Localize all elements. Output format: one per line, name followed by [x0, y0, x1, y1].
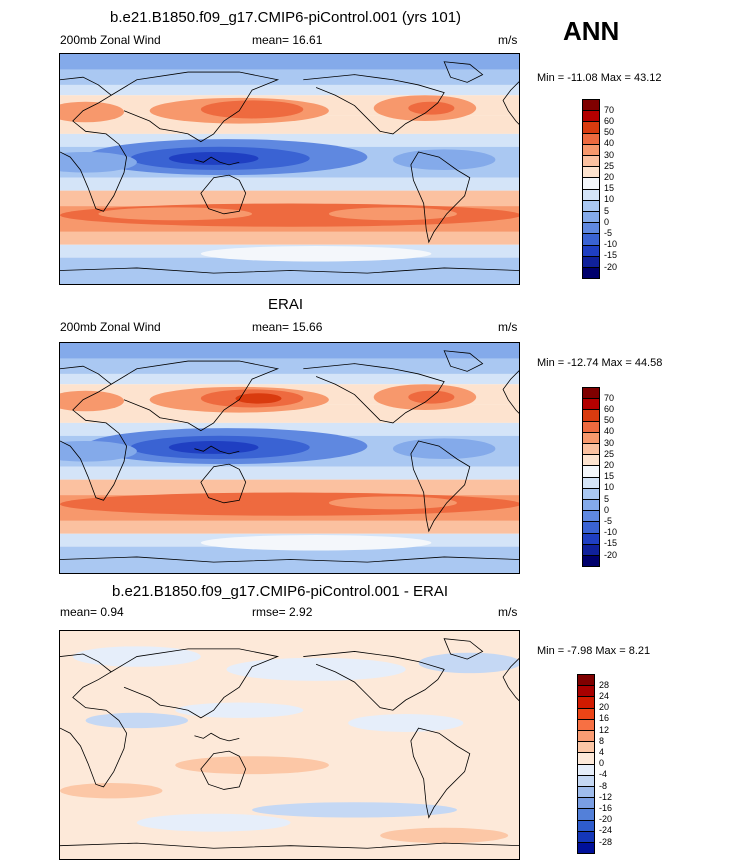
colorbar-label: 0: [604, 504, 610, 515]
panel-3-map: [59, 630, 520, 860]
colorbar-label: -24: [599, 825, 613, 836]
panel-2-left-label: 200mb Zonal Wind: [60, 320, 161, 334]
colorbar-label: -20: [599, 814, 613, 825]
colorbar-label: -15: [604, 538, 618, 549]
colorbar-label: -28: [599, 836, 613, 847]
colorbar-label: 8: [599, 735, 605, 746]
colorbar-label: 15: [604, 183, 615, 194]
season-label: ANN: [563, 16, 620, 46]
colorbar-label: 70: [604, 104, 615, 115]
colorbar-label: 16: [599, 713, 610, 724]
panel-2-minmax: Min = -12.74 Max = 44.58: [537, 357, 663, 369]
colorbar-label: 0: [599, 758, 605, 769]
colorbar-label: 10: [604, 482, 615, 493]
colorbar-label: 25: [604, 160, 615, 171]
colorbar-label: -8: [599, 780, 608, 791]
colorbar-label: 28: [599, 679, 610, 690]
panel-3-title: b.e21.B1850.f09_g17.CMIP6-piControl.001 …: [112, 583, 449, 600]
colorbar-label: -10: [604, 527, 618, 538]
panel-1-colorbar: 70 60 50 40 30 25 20 15 10 5 0 -5 -10 -15 -20: [582, 99, 642, 280]
panel-1-units: m/s: [498, 33, 518, 47]
colorbar-label: 30: [604, 437, 615, 448]
colorbar-label: 12: [599, 724, 610, 735]
colorbar-label: 4: [599, 746, 605, 757]
colorbar-label: 25: [604, 448, 615, 459]
panel-3-minmax: Min = -7.98 Max = 8.21: [537, 645, 651, 657]
colorbar-label: -20: [604, 261, 618, 272]
panel-2-center-label: mean= 15.66: [252, 320, 323, 334]
colorbar-label: -4: [599, 769, 608, 780]
colorbar-label: 5: [604, 493, 610, 504]
colorbar-label: 60: [604, 115, 615, 126]
colorbar-label: 15: [604, 471, 615, 482]
panel-3-left-label: mean= 0.94: [60, 605, 124, 619]
colorbar-label: 60: [604, 403, 615, 414]
colorbar-label: 20: [599, 702, 610, 713]
colorbar-label: 40: [604, 138, 615, 149]
panel-3-units: m/s: [498, 605, 518, 619]
colorbar-label: -16: [599, 802, 613, 813]
colorbar-label: 0: [604, 216, 610, 227]
panel-2-title: ERAI: [268, 296, 304, 313]
panel-2-units: m/s: [498, 320, 518, 334]
panel-1-minmax: Min = -11.08 Max = 43.12: [537, 72, 662, 84]
colorbar-label: 70: [604, 392, 615, 403]
colorbar-label: 30: [604, 149, 615, 160]
panel-3-colorbar: 28 24 20 16 12 8 4 0 -4 -8 -12 -16 -20 -24 -28: [577, 674, 637, 855]
panel-1-title: b.e21.B1850.f09_g17.CMIP6-piControl.001 …: [110, 9, 462, 26]
colorbar-label: 5: [604, 205, 610, 216]
panel-1-map: [59, 53, 520, 285]
colorbar-label: 24: [599, 690, 610, 701]
colorbar-label: 20: [604, 171, 615, 182]
colorbar-swatch: [582, 267, 600, 280]
panel-1-center-label: mean= 16.61: [252, 33, 323, 47]
colorbar-label: -5: [604, 227, 613, 238]
panel-1-left-label: 200mb Zonal Wind: [60, 33, 161, 47]
colorbar-label: 40: [604, 426, 615, 437]
colorbar-swatch: [582, 555, 600, 568]
colorbar-label: 20: [604, 459, 615, 470]
colorbar-swatch: [577, 842, 595, 855]
colorbar-label: -20: [604, 549, 618, 560]
panel-2-map: [59, 342, 520, 574]
panel-2-colorbar: 70 60 50 40 30 25 20 15 10 5 0 -5 -10 -15 -20: [582, 387, 642, 568]
colorbar-label: -10: [604, 239, 618, 250]
colorbar-label: -15: [604, 250, 618, 261]
colorbar-label: 50: [604, 415, 615, 426]
colorbar-label: 10: [604, 194, 615, 205]
colorbar-label: -12: [599, 791, 613, 802]
panel-3-center-label: rmse= 2.92: [252, 605, 313, 619]
colorbar-label: 50: [604, 127, 615, 138]
colorbar-label: -5: [604, 515, 613, 526]
